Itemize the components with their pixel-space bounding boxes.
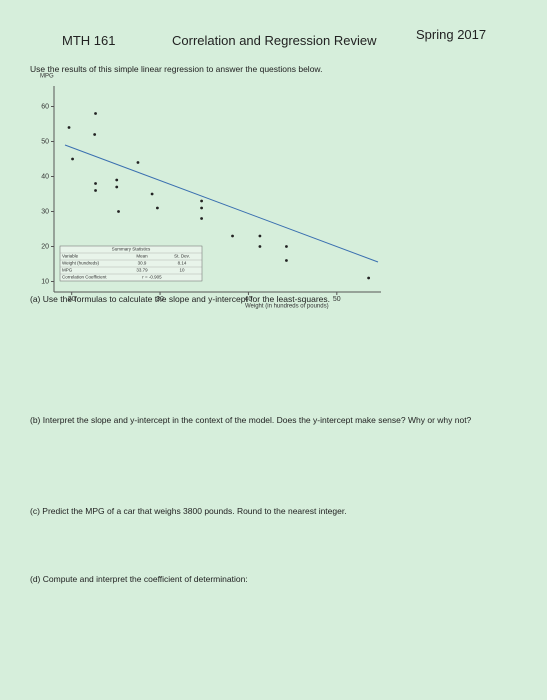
point: [156, 206, 159, 210]
point: [115, 178, 119, 182]
y-tick-label: 50: [41, 138, 49, 145]
point: [200, 206, 203, 210]
table-frame: [59, 245, 203, 282]
table-cell: Correlation Coefficient: [62, 275, 107, 280]
term: Spring 2017: [416, 27, 487, 42]
point: [150, 192, 154, 196]
x-tick-label: 20: [68, 296, 76, 303]
x-axis-label: Weight (in hundreds of pounds): [245, 304, 329, 310]
x-tick-label: 50: [333, 296, 341, 303]
point: [285, 245, 288, 248]
point: [94, 182, 97, 185]
title: Correlation and Regression Review: [172, 33, 377, 48]
column-header: Variable: [62, 254, 79, 259]
point: [67, 126, 71, 129]
question: (b) Interpret the slope and y-intercept …: [30, 415, 472, 425]
point: [71, 157, 74, 161]
y-tick-label: 20: [41, 243, 49, 250]
column-header: St. Dev.: [174, 254, 190, 259]
x-tick-label: 40: [245, 296, 253, 303]
point: [258, 245, 262, 248]
table-cell: r = -0.905: [142, 275, 162, 280]
question: (a) Use the formulas to calculate the sl…: [30, 294, 331, 304]
y-tick-label: 40: [41, 173, 49, 180]
table-title: Summary Statistics: [112, 247, 151, 252]
y-tick-label: 60: [41, 103, 49, 110]
question: (d) Compute and interpret the coefficien…: [30, 574, 248, 584]
point: [117, 210, 120, 213]
y-tick-label: 30: [41, 208, 49, 215]
point: [200, 217, 203, 220]
column-header: Mean: [136, 254, 148, 259]
point: [258, 234, 262, 238]
course: MTH 161: [62, 33, 116, 48]
point: [231, 234, 234, 238]
table-cell: 33.79: [136, 268, 148, 273]
y-axis-label: MPG: [40, 74, 54, 80]
point: [94, 189, 97, 192]
x-tick-label: 30: [156, 296, 164, 303]
question: (c) Predict the MPG of a car that weighs…: [30, 506, 347, 516]
table-cell: Weight (hundreds): [62, 261, 99, 266]
table-cell: 30.9: [138, 261, 147, 266]
point: [93, 133, 97, 136]
point: [94, 112, 97, 115]
point: [136, 161, 140, 164]
table-cell: 10: [179, 268, 185, 273]
point: [115, 185, 119, 189]
point: [285, 259, 288, 262]
table-cell: 8.14: [178, 261, 187, 266]
table-cell: MPG: [62, 268, 73, 273]
point: [200, 199, 203, 203]
y-tick-label: 10: [41, 278, 49, 285]
point: [367, 276, 371, 280]
regression-line: [64, 144, 379, 263]
instructions: Use the results of this simple linear re…: [30, 64, 323, 74]
